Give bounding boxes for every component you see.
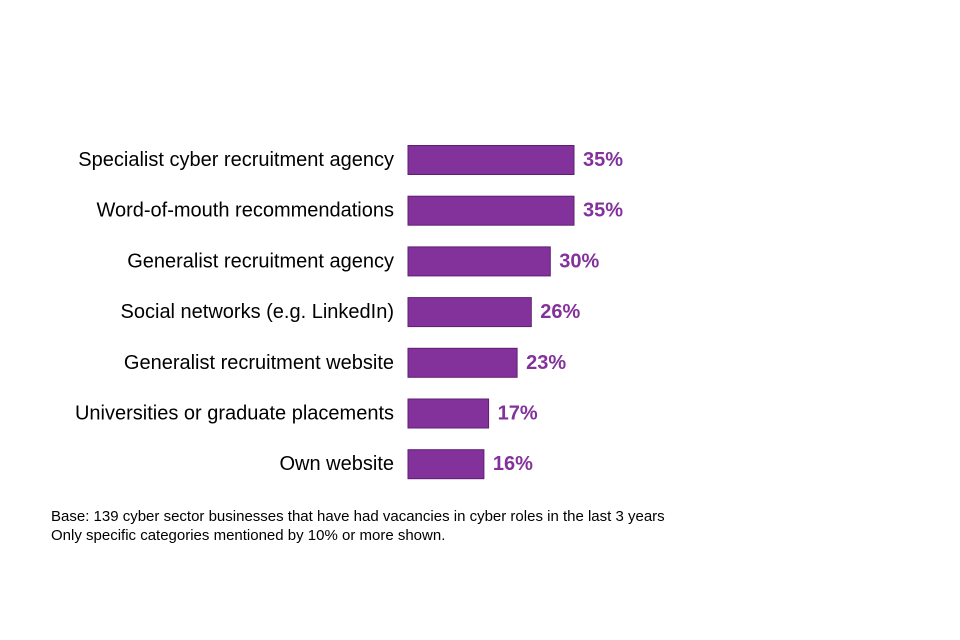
bar (407, 246, 551, 277)
filter-note: Only specific categories mentioned by 10… (51, 527, 446, 544)
value-label: 35% (583, 200, 623, 222)
category-label: Specialist cyber recruitment agency (78, 149, 394, 171)
value-label: 17% (498, 403, 538, 425)
base-note: Base: 139 cyber sector businesses that h… (51, 508, 665, 525)
value-labels-group: 35% 35% 30% 26% 23% 17% 16% (493, 149, 623, 475)
category-label: Generalist recruitment agency (127, 250, 394, 272)
bars-group (407, 145, 575, 480)
category-label: Generalist recruitment website (124, 352, 394, 374)
category-labels-group: Specialist cyber recruitment agency Word-… (75, 149, 394, 475)
bar (407, 297, 532, 328)
bar (407, 347, 518, 378)
value-label: 16% (493, 453, 533, 475)
bar (407, 398, 490, 429)
value-label: 26% (540, 301, 580, 323)
bar (407, 449, 485, 480)
category-label: Social networks (e.g. LinkedIn) (121, 301, 394, 323)
category-label: Universities or graduate placements (75, 403, 394, 425)
chart-notes: Base: 139 cyber sector businesses that h… (51, 507, 665, 545)
value-label: 35% (583, 149, 623, 171)
value-label: 23% (526, 352, 566, 374)
value-label: 30% (559, 250, 599, 272)
bar (407, 195, 575, 226)
category-label: Word-of-mouth recommendations (96, 200, 394, 222)
bar (407, 145, 575, 175)
category-label: Own website (280, 453, 395, 475)
